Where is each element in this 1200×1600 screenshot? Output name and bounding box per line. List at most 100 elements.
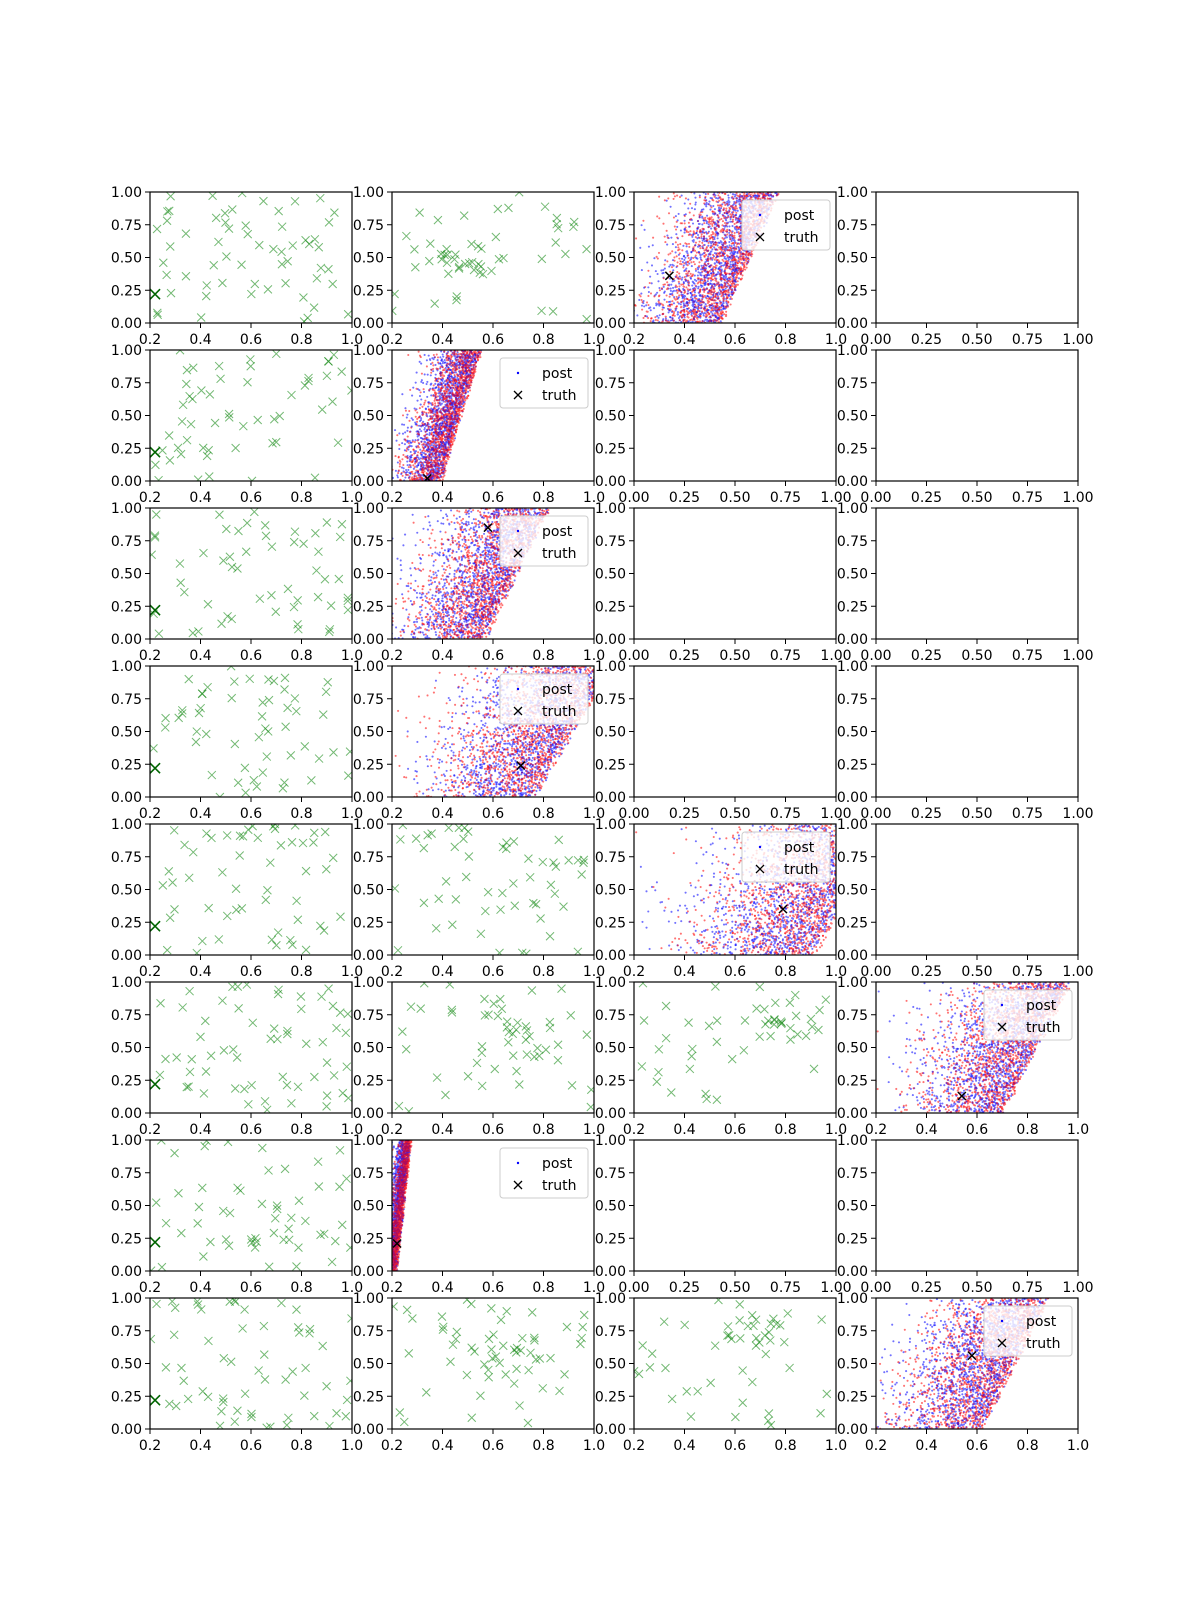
posterior-sample (643, 228, 646, 231)
scatter-point (198, 443, 208, 453)
posterior-sample (675, 274, 678, 277)
posterior-sample (662, 222, 665, 225)
posterior-sample (737, 266, 740, 270)
scatter-point (310, 234, 320, 244)
posterior-sample (708, 305, 711, 309)
posterior-sample (742, 265, 746, 269)
posterior-sample (720, 306, 723, 309)
scatter-point (162, 270, 171, 280)
scatter-point (150, 288, 161, 300)
posterior-sample (423, 401, 426, 404)
posterior-sample (726, 254, 729, 257)
posterior-sample (727, 215, 730, 218)
posterior-sample (429, 426, 432, 429)
posterior-sample (711, 314, 714, 317)
scatter-point (224, 409, 234, 419)
posterior-sample (398, 459, 401, 462)
posterior-sample (443, 380, 446, 383)
posterior-sample (426, 380, 429, 383)
posterior-sample (714, 243, 717, 246)
posterior-sample (444, 361, 447, 364)
posterior-sample (704, 318, 707, 321)
posterior-sample (666, 320, 669, 323)
posterior-sample (707, 203, 710, 206)
posterior-sample (677, 246, 680, 249)
posterior-sample (684, 197, 687, 200)
posterior-sample (708, 269, 711, 273)
posterior-sample (447, 357, 451, 360)
posterior-sample (719, 320, 722, 323)
posterior-sample (436, 383, 439, 386)
posterior-sample (745, 266, 748, 269)
posterior-sample (669, 319, 672, 322)
posterior-sample (426, 460, 429, 463)
posterior-sample (729, 286, 732, 289)
posterior-sample (638, 298, 641, 301)
posterior-sample (682, 264, 685, 267)
posterior-sample (727, 249, 731, 252)
x-tick-label: 1.0 (341, 490, 363, 506)
posterior-sample (728, 276, 731, 279)
posterior-sample (720, 205, 723, 208)
posterior-sample (649, 320, 652, 323)
posterior-sample (728, 201, 731, 204)
scatter-point (548, 306, 558, 316)
posterior-sample (646, 261, 649, 264)
posterior-sample (658, 289, 661, 292)
posterior-sample (418, 389, 421, 392)
posterior-sample (701, 253, 704, 256)
posterior-sample (693, 192, 696, 195)
posterior-sample (400, 466, 404, 469)
scatter-point (220, 208, 230, 218)
posterior-sample (665, 294, 668, 297)
posterior-sample (647, 317, 650, 320)
posterior-sample (731, 293, 734, 296)
posterior-sample (670, 266, 674, 269)
posterior-sample (678, 294, 681, 297)
posterior-sample (722, 207, 725, 210)
posterior-sample (681, 309, 684, 312)
posterior-sample (733, 244, 736, 247)
posterior-sample (446, 377, 449, 380)
posterior-sample (728, 255, 731, 258)
posterior-sample (414, 450, 418, 453)
posterior-sample (724, 307, 727, 310)
posterior-sample (696, 274, 699, 277)
posterior-sample (448, 451, 451, 454)
posterior-sample (398, 447, 401, 450)
posterior-sample (647, 269, 650, 272)
scatter-point (164, 431, 174, 440)
posterior-sample (694, 306, 698, 309)
posterior-sample (703, 309, 706, 312)
posterior-sample (731, 280, 734, 283)
posterior-sample (718, 299, 721, 302)
posterior-sample (741, 269, 745, 272)
posterior-sample (411, 440, 414, 443)
posterior-sample (406, 460, 409, 463)
posterior-sample (735, 231, 738, 234)
scatter-point (288, 241, 298, 250)
posterior-sample (395, 439, 398, 442)
posterior-sample (721, 283, 724, 286)
y-tick-label: 0.25 (111, 441, 142, 457)
posterior-sample (636, 314, 639, 317)
posterior-sample (685, 261, 688, 264)
y-tick-label: 0.00 (111, 316, 142, 332)
posterior-sample (656, 215, 659, 218)
posterior-sample (716, 254, 719, 257)
posterior-sample (711, 210, 714, 213)
posterior-sample (777, 193, 780, 196)
posterior-sample (470, 381, 473, 384)
y-tick-label: 0.00 (111, 474, 142, 490)
posterior-sample (678, 272, 681, 275)
posterior-sample (422, 381, 425, 385)
posterior-sample (710, 234, 713, 237)
posterior-sample (733, 209, 736, 212)
posterior-sample (715, 200, 718, 203)
posterior-sample (667, 300, 670, 303)
posterior-sample (699, 213, 702, 216)
posterior-sample (733, 214, 736, 217)
posterior-sample (419, 403, 422, 406)
posterior-sample (710, 304, 713, 307)
scatter-point (182, 435, 192, 445)
